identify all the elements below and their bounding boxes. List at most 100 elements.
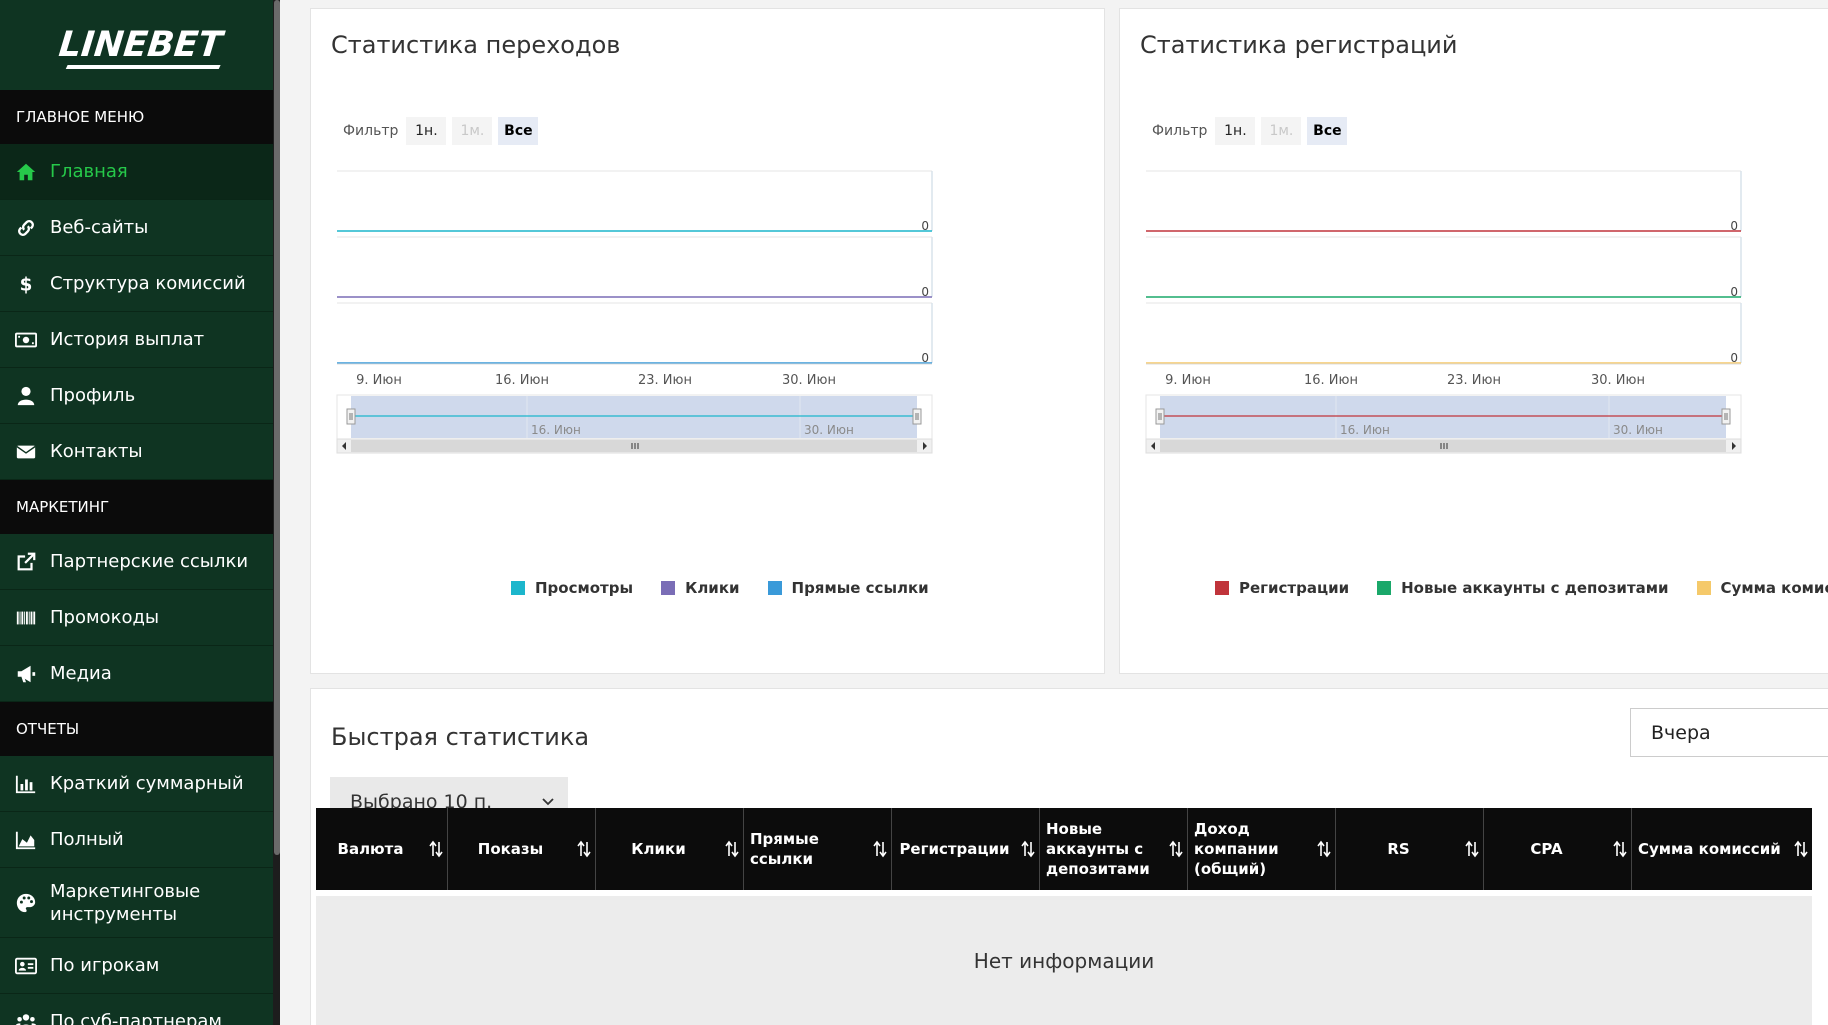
column-header[interactable]: Показы	[448, 808, 596, 890]
legend-item[interactable]: Регистрации	[1215, 579, 1349, 597]
column-header[interactable]: Сумма комиссий	[1632, 808, 1812, 890]
sidebar-item-home[interactable]: Главная	[0, 144, 280, 200]
chart-band	[1146, 237, 1741, 297]
palette-icon	[14, 891, 38, 915]
legend-swatch	[1215, 581, 1229, 595]
x-tick-label: 16. Июн	[495, 373, 549, 388]
legend-item[interactable]: Сумма комиссий	[1696, 579, 1828, 597]
sort-icon[interactable]	[1313, 840, 1335, 858]
column-header[interactable]: Клики	[596, 808, 744, 890]
legend-label: Клики	[685, 579, 740, 597]
column-header-label: CPA	[1530, 840, 1563, 858]
sort-icon[interactable]	[721, 840, 743, 858]
filter-label: Фильтр	[343, 123, 399, 139]
chart-band	[337, 303, 932, 363]
column-header[interactable]: Прямые ссылки	[744, 808, 892, 890]
sort-icon[interactable]	[1790, 840, 1812, 858]
filter-week-button[interactable]: 1н.	[1215, 117, 1256, 145]
sidebar-item-link[interactable]: Веб-сайты	[0, 200, 280, 256]
section-header: МАРКЕТИНГ	[0, 480, 280, 534]
sidebar-item-user[interactable]: Профиль	[0, 368, 280, 424]
sidebar-item-label: По игрокам	[50, 955, 160, 976]
sidebar-item-area-chart[interactable]: Полный	[0, 812, 280, 868]
column-header[interactable]: CPA	[1484, 808, 1632, 890]
axis-value-label: 0	[921, 219, 929, 233]
sidebar-item-envelope[interactable]: Контакты	[0, 424, 280, 480]
range-navigator[interactable]: 16. Июн 30. Июн	[336, 394, 933, 454]
sidebar-item-label: Контакты	[50, 441, 143, 462]
sort-icon[interactable]	[1165, 840, 1187, 858]
navigator-right-handle[interactable]	[1721, 408, 1731, 425]
column-header-label: Регистрации	[899, 840, 1010, 858]
column-header[interactable]: Регистрации	[892, 808, 1040, 890]
no-data-text: Нет информации	[973, 948, 1155, 973]
navigator-selection[interactable]	[1160, 396, 1726, 438]
sort-icon[interactable]	[425, 840, 447, 858]
sidebar-scrollbar-thumb[interactable]	[274, 0, 280, 855]
column-header-label: RS	[1387, 840, 1410, 858]
column-header-label: Сумма комиссий	[1638, 840, 1781, 858]
sidebar-item-bar-chart[interactable]: Краткий суммарный	[0, 756, 280, 812]
sidebar-item-palette[interactable]: Маркетинговые инструменты	[0, 868, 280, 938]
navigator-left-handle[interactable]	[346, 408, 356, 425]
axis-value-label: 0	[1730, 351, 1738, 365]
registrations-filter: Фильтр 1н. 1м. Все	[1152, 117, 1353, 145]
navigator-scrollbar-thumb[interactable]	[1160, 440, 1726, 452]
scroll-right-arrow-icon[interactable]	[1732, 442, 1736, 450]
sidebar-item-id-card[interactable]: По игрокам	[0, 938, 280, 994]
navigator-scrollbar-thumb[interactable]	[351, 440, 917, 452]
column-header-label: Доход компании (общий)	[1194, 820, 1279, 878]
sidebar-item-label: Главная	[50, 161, 128, 182]
navigator-selection[interactable]	[351, 396, 917, 438]
legend-item[interactable]: Клики	[661, 579, 740, 597]
filter-all-button[interactable]: Все	[1307, 117, 1348, 145]
chart-band	[1146, 303, 1741, 363]
logo[interactable]: LINEBET	[0, 0, 280, 90]
column-header[interactable]: RS	[1336, 808, 1484, 890]
column-header[interactable]: Валюта	[316, 808, 448, 890]
sidebar-item-barcode[interactable]: Промокоды	[0, 590, 280, 646]
filter-week-button[interactable]: 1н.	[406, 117, 447, 145]
sidebar-menu: ГЛАВНОЕ МЕНЮ Главная Веб-сайты $ Структура к…	[0, 90, 280, 1025]
navigator-left-handle[interactable]	[1155, 408, 1165, 425]
x-tick-label: 16. Июн	[1304, 373, 1358, 388]
filter-all-button[interactable]: Все	[498, 117, 539, 145]
legend-item[interactable]: Новые аккаунты с депозитами	[1377, 579, 1669, 597]
filter-month-button[interactable]: 1м.	[452, 117, 493, 145]
axis-value-label: 0	[921, 285, 929, 299]
axis-value-label: 0	[1730, 285, 1738, 299]
area-chart-icon	[14, 828, 38, 852]
sidebar-scrollbar[interactable]	[273, 0, 280, 1025]
scroll-right-arrow-icon[interactable]	[923, 442, 927, 450]
sort-icon[interactable]	[573, 840, 595, 858]
legend-swatch	[661, 581, 676, 595]
navigator-right-handle[interactable]	[912, 408, 922, 425]
link-icon	[14, 216, 38, 240]
scroll-left-arrow-icon[interactable]	[342, 442, 346, 450]
legend-item[interactable]: Просмотры	[511, 579, 633, 597]
sidebar-item-label: История выплат	[50, 329, 205, 350]
logo-text: LINEBET	[56, 25, 224, 65]
column-header[interactable]: Доход компании (общий)	[1188, 808, 1336, 890]
column-header[interactable]: Новые аккаунты с депозитами	[1040, 808, 1188, 890]
sidebar-item-label: По суб-партнерам	[50, 1011, 223, 1025]
legend-item[interactable]: Прямые ссылки	[767, 579, 929, 597]
scroll-left-arrow-icon[interactable]	[1151, 442, 1155, 450]
sidebar-item-cash[interactable]: История выплат	[0, 312, 280, 368]
sidebar-item-megaphone[interactable]: Медиа	[0, 646, 280, 702]
filter-month-button[interactable]: 1м.	[1261, 117, 1302, 145]
sort-icon[interactable]	[1609, 840, 1631, 858]
range-navigator[interactable]: 16. Июн 30. Июн	[1145, 394, 1742, 454]
registrations-chart: 0 0 0 9. Июн 16. Июн 23. Июн 30. Июн 16. Июн 30.…	[1145, 170, 1742, 454]
sidebar-item-label: Медиа	[50, 663, 112, 684]
sidebar-item-external-link[interactable]: Партнерские ссылки	[0, 534, 280, 590]
sidebar-item-dollar[interactable]: $ Структура комиссий	[0, 256, 280, 312]
column-header-label: Новые аккаунты с депозитами	[1046, 820, 1150, 878]
sidebar-item-users[interactable]: По суб-партнерам	[0, 994, 280, 1025]
period-select[interactable]: Вчера	[1630, 708, 1828, 757]
sort-icon[interactable]	[1461, 840, 1483, 858]
sort-icon[interactable]	[1017, 840, 1039, 858]
sort-icon[interactable]	[869, 840, 891, 858]
users-icon	[14, 1010, 38, 1025]
sidebar-item-label: Профиль	[50, 385, 136, 406]
